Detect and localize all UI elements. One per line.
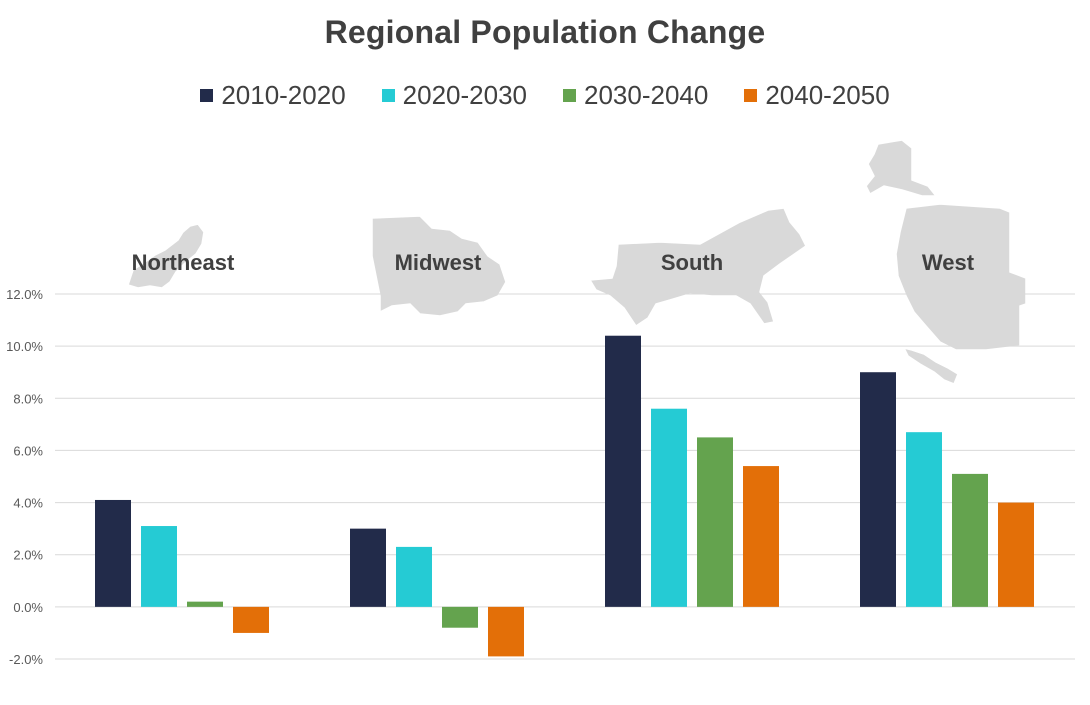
west-map-icon <box>865 139 1027 385</box>
legend-swatch-2040-2050 <box>744 89 758 102</box>
y-tick-label: 6.0% <box>13 443 43 458</box>
south-map-icon <box>588 207 807 328</box>
y-tick-label: 4.0% <box>13 496 43 511</box>
legend-item-2040-2050: 2040-2050 <box>744 80 890 111</box>
bar-midwest-2030-2040 <box>442 606 478 628</box>
legend: 2010-2020 2020-2030 2030-2040 2040-2050 <box>0 80 1090 111</box>
legend-item-2010-2020: 2010-2020 <box>200 80 346 111</box>
bar-northeast-2040-2050 <box>233 606 269 633</box>
bar-south-2010-2020 <box>605 335 641 607</box>
legend-item-2030-2040: 2030-2040 <box>563 80 708 111</box>
region-label-northeast: Northeast <box>132 250 235 275</box>
bar-midwest-2040-2050 <box>488 606 524 657</box>
bar-west-2030-2040 <box>952 473 988 607</box>
chart-title: Regional Population Change <box>324 14 766 50</box>
y-tick-label: 0.0% <box>13 600 43 615</box>
legend-label-2010-2020: 2010-2020 <box>221 80 346 110</box>
bar-west-2040-2050 <box>998 502 1034 607</box>
y-tick-label: 10.0% <box>6 339 43 354</box>
bar-west-2010-2020 <box>860 372 896 607</box>
bar-south-2020-2030 <box>651 408 687 607</box>
bar-south-2040-2050 <box>743 466 779 607</box>
y-tick-label: -2.0% <box>9 652 43 667</box>
legend-swatch-2030-2040 <box>563 89 576 102</box>
midwest-map-icon <box>371 215 507 317</box>
y-tick-label: 12.0% <box>6 287 43 302</box>
y-gridlines <box>55 293 1075 660</box>
legend-label-2030-2040: 2030-2040 <box>584 80 709 110</box>
bar-northeast-2030-2040 <box>187 601 223 607</box>
region-label-south: South <box>661 250 723 275</box>
bar-northeast-2020-2030 <box>141 526 177 607</box>
bar-midwest-2010-2020 <box>350 528 386 607</box>
legend-swatch-2020-2030 <box>381 89 395 102</box>
region-label-midwest: Midwest <box>395 250 482 275</box>
bar-northeast-2010-2020 <box>95 499 131 607</box>
region-label-west: West <box>922 250 975 275</box>
legend-item-2020-2030: 2020-2030 <box>381 80 527 111</box>
bars <box>95 335 1034 657</box>
bar-west-2020-2030 <box>906 432 942 607</box>
y-tick-label: 8.0% <box>13 391 43 406</box>
legend-swatch-2010-2020 <box>200 89 214 102</box>
bar-midwest-2020-2030 <box>396 546 432 607</box>
y-tick-label: 2.0% <box>13 548 43 563</box>
region-labels: Northeast Midwest South West <box>132 250 975 275</box>
y-axis-tick-labels: 12.0% 10.0% 8.0% 6.0% 4.0% 2.0% 0.0% -2.0% <box>6 287 43 667</box>
legend-label-2020-2030: 2020-2030 <box>402 80 527 110</box>
bar-south-2030-2040 <box>697 437 733 607</box>
legend-label-2040-2050: 2040-2050 <box>765 80 890 110</box>
northeast-map-icon <box>127 223 205 289</box>
